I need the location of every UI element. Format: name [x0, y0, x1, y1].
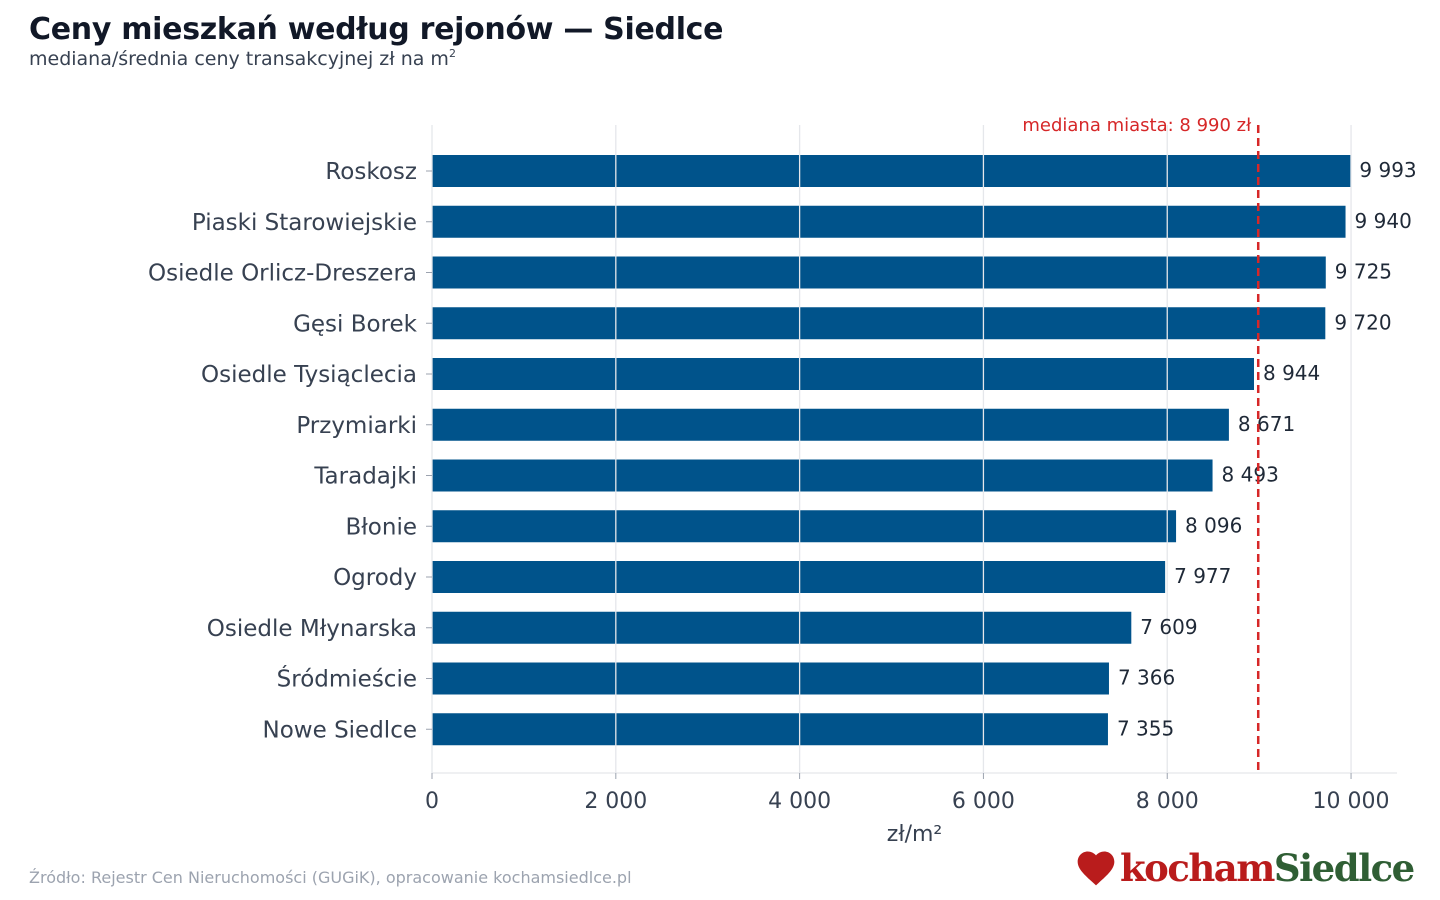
bar	[432, 358, 1254, 390]
value-label: 7 977	[1174, 564, 1231, 588]
category-label: Nowe Siedlce	[263, 717, 417, 743]
bar	[432, 713, 1108, 746]
x-tick-label: 4 000	[768, 789, 831, 814]
category-label: Taradajki	[313, 464, 417, 490]
bar	[432, 611, 1132, 644]
category-label: Osiedle Tysiąclecia	[201, 362, 417, 388]
source-note: Źródło: Rejestr Cen Nieruchomości (GUGiK…	[29, 868, 632, 887]
x-axis-label: zł/m²	[887, 822, 942, 847]
value-label: 8 493	[1222, 463, 1279, 487]
x-tick-label: 6 000	[952, 789, 1015, 814]
x-tick-label: 2 000	[584, 789, 647, 814]
category-label: Piaski Starowiejskie	[192, 210, 417, 236]
value-label: 7 609	[1140, 615, 1197, 639]
category-label: Przymiarki	[296, 413, 417, 439]
category-label: Śródmieście	[277, 665, 417, 693]
value-label: 9 940	[1355, 209, 1412, 233]
logo-text: kochamSiedlce	[1120, 849, 1415, 887]
value-label: 9 725	[1335, 260, 1392, 284]
category-label: Gęsi Borek	[293, 311, 418, 337]
logo-text-kocham: kocham	[1120, 845, 1275, 890]
value-label: 7 366	[1118, 666, 1175, 690]
bar	[432, 561, 1166, 593]
bar	[432, 408, 1229, 441]
subtitle-text: mediana/średnia ceny transakcyjnej zł na…	[29, 48, 449, 70]
bar	[432, 256, 1326, 289]
bar	[432, 307, 1326, 340]
value-label: 7 355	[1117, 716, 1174, 740]
value-label: 8 944	[1263, 361, 1320, 385]
chart-title: Ceny mieszkań według rejonów — Siedlce	[29, 12, 724, 47]
brand-logo: kochamSiedlce	[1074, 844, 1415, 892]
value-label: 8 096	[1185, 513, 1242, 537]
category-label: Roskosz	[325, 159, 417, 185]
chart-subtitle: mediana/średnia ceny transakcyjnej zł na…	[29, 47, 456, 70]
category-label: Ogrody	[333, 565, 417, 591]
x-tick-label: 8 000	[1136, 789, 1199, 814]
bar	[432, 155, 1351, 187]
category-label: Osiedle Orlicz-Dreszera	[148, 261, 417, 287]
heart-icon	[1077, 851, 1115, 886]
value-label: 9 993	[1359, 158, 1416, 182]
x-tick-label: 10 000	[1313, 789, 1390, 814]
bar	[432, 205, 1346, 238]
logo-text-siedlce: Siedlce	[1273, 845, 1415, 890]
bar	[432, 459, 1213, 492]
value-label: 9 720	[1334, 310, 1391, 334]
category-label: Błonie	[345, 514, 417, 540]
bar	[432, 662, 1109, 695]
subtitle-superscript: 2	[448, 47, 456, 60]
bar	[432, 510, 1177, 543]
x-tick-label: 0	[425, 789, 439, 814]
median-reference-label: mediana miasta: 8 990 zł	[1022, 115, 1252, 136]
category-label: Osiedle Młynarska	[207, 616, 417, 642]
value-label: 8 671	[1238, 412, 1295, 436]
